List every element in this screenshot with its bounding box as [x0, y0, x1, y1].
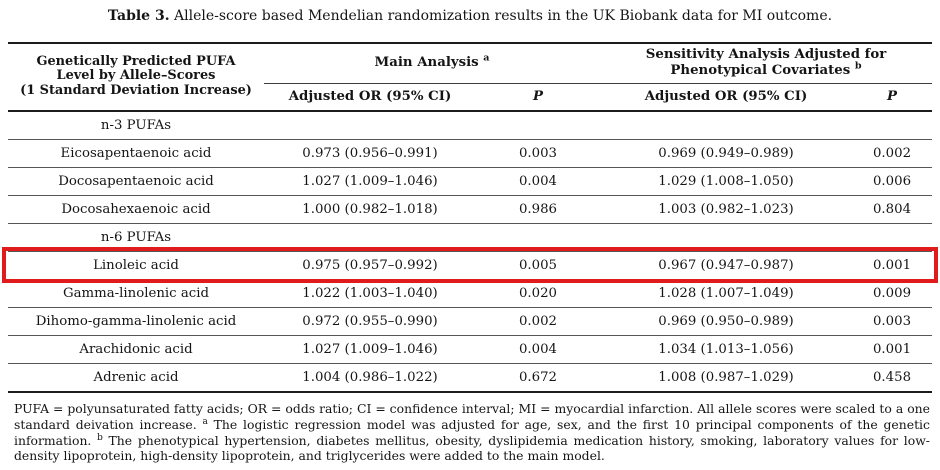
- table-caption-label: Table 3.: [107, 8, 170, 24]
- table-row: Eicosapentaenoic acid 0.973 (0.956–0.991…: [8, 139, 933, 167]
- column-group-sensitivity-analysis-label: Sensitivity Analysis Adjusted for Phenot…: [645, 47, 887, 79]
- cell-sens-or: 1.034 (1.013–1.056): [658, 341, 794, 357]
- cell-sens-or: 1.028 (1.007–1.049): [658, 285, 794, 301]
- footnote-marker-b: b: [854, 60, 862, 72]
- cell-main-p: 0.003: [518, 145, 558, 161]
- cell-main-or: 1.004 (0.986–1.022): [302, 369, 438, 385]
- cell-main-p: 0.004: [518, 341, 558, 357]
- row-label: Adrenic acid: [93, 369, 179, 385]
- cell-main-p: 0.005: [518, 257, 558, 273]
- table-row: Docosapentaenoic acid 1.027 (1.009–1.046…: [8, 167, 933, 195]
- column-header-main-p: P: [476, 83, 600, 112]
- empty-cell: [476, 111, 600, 140]
- footnote-note-b: The phenotypical hypertension, diabetes …: [14, 432, 930, 464]
- empty-cell: [264, 111, 476, 140]
- column-group-main-analysis-label: Main Analysis: [374, 55, 479, 71]
- row-label: Gamma-linolenic acid: [62, 285, 209, 301]
- footnote-note-a: The logistic regression model was adjust…: [14, 416, 930, 448]
- cell-sens-p: 0.001: [872, 341, 912, 357]
- column-header-exposure: Genetically Predicted PUFA Level by Alle…: [8, 43, 264, 112]
- table-row: Docosahexaenoic acid 1.000 (0.982–1.018)…: [8, 195, 933, 223]
- row-label: Docosahexaenoic acid: [61, 201, 211, 217]
- empty-cell: [600, 111, 852, 140]
- cell-main-p: 0.672: [518, 369, 558, 385]
- cell-sens-p: 0.002: [872, 145, 912, 161]
- row-label: Arachidonic acid: [79, 341, 193, 357]
- footnote-abbreviations: PUFA = polyunsaturated fatty acids; OR =…: [14, 401, 930, 432]
- highlighted-row: Linoleic acid 0.975 (0.957–0.992) 0.005 …: [8, 251, 933, 279]
- footnote-marker-a: a: [483, 52, 490, 64]
- column-header-exposure-line2: Level by Allele–Scores: [56, 68, 216, 84]
- table-caption-text: Allele-score based Mendelian randomizati…: [174, 8, 833, 24]
- column-header-main-or-ci: Adjusted OR (95% CI): [264, 83, 476, 112]
- cell-sens-or: 0.969 (0.949–0.989): [658, 145, 794, 161]
- empty-cell: [852, 223, 932, 251]
- cell-main-or: 1.022 (1.003–1.040): [302, 285, 438, 301]
- row-label: Eicosapentaenoic acid: [60, 145, 212, 161]
- cell-main-or: 1.027 (1.009–1.046): [302, 173, 438, 189]
- section-label: n-6 PUFAs: [100, 229, 172, 245]
- row-label: Dihomo-gamma-linolenic acid: [35, 313, 237, 329]
- empty-cell: [476, 223, 600, 251]
- cell-main-or: 0.975 (0.957–0.992): [302, 257, 438, 273]
- cell-sens-p: 0.006: [872, 173, 912, 189]
- cell-sens-or: 1.029 (1.008–1.050): [658, 173, 794, 189]
- cell-main-p: 0.986: [518, 201, 558, 217]
- footnote-sup-a: a: [202, 416, 208, 427]
- header-group-row: Genetically Predicted PUFA Level by Alle…: [8, 43, 933, 112]
- cell-sens-p: 0.009: [872, 285, 912, 301]
- cell-main-p: 0.004: [518, 173, 558, 189]
- footnote-sup-b: b: [97, 432, 103, 443]
- section-label: n-3 PUFAs: [100, 117, 172, 133]
- table-row: Arachidonic acid 1.027 (1.009–1.046) 0.0…: [8, 335, 933, 363]
- header-sub-row: Adjusted OR (95% CI) P Adjusted OR (95% …: [8, 83, 933, 112]
- empty-cell: [600, 223, 852, 251]
- table-row: Gamma-linolenic acid 1.022 (1.003–1.040)…: [8, 279, 933, 307]
- empty-cell: [264, 223, 476, 251]
- column-header-exposure-line1: Genetically Predicted PUFA: [36, 53, 236, 69]
- cell-sens-p: 0.458: [872, 369, 912, 385]
- cell-sens-or: 0.967 (0.947–0.987): [658, 257, 794, 273]
- column-group-main-analysis: Main Analysis a: [264, 43, 600, 84]
- table-row: Adrenic acid 1.004 (0.986–1.022) 0.672 1…: [8, 363, 932, 392]
- cell-main-p: 0.002: [518, 313, 558, 329]
- column-header-sens-or-ci: Adjusted OR (95% CI): [600, 83, 852, 112]
- cell-sens-p: 0.001: [872, 257, 912, 273]
- section-row-n6-pufas: n-6 PUFAs: [8, 223, 933, 251]
- empty-cell: [852, 111, 932, 140]
- table-row: Dihomo-gamma-linolenic acid 0.972 (0.955…: [8, 307, 933, 335]
- cell-main-p: 0.020: [518, 285, 558, 301]
- table-caption: Table 3. Allele-score based Mendelian ra…: [0, 7, 940, 25]
- section-row-n3-pufas: n-3 PUFAs: [8, 111, 933, 140]
- cell-sens-or: 0.969 (0.950–0.989): [658, 313, 794, 329]
- cell-main-or: 0.973 (0.956–0.991): [302, 145, 438, 161]
- column-header-sens-p: P: [852, 83, 933, 112]
- cell-main-or: 1.027 (1.009–1.046): [302, 341, 438, 357]
- cell-sens-or: 1.008 (0.987–1.029): [658, 369, 794, 385]
- row-label: Linoleic acid: [93, 257, 179, 273]
- column-header-exposure-line3: (1 Standard Deviation Increase): [20, 83, 252, 99]
- data-table: Genetically Predicted PUFA Level by Alle…: [8, 42, 933, 393]
- column-group-sensitivity-analysis: Sensitivity Analysis Adjusted for Phenot…: [600, 43, 933, 84]
- cell-main-or: 1.000 (0.982–1.018): [302, 201, 438, 217]
- cell-main-or: 0.972 (0.955–0.990): [302, 313, 438, 329]
- row-label: Docosapentaenoic acid: [58, 173, 214, 189]
- cell-sens-p: 0.804: [872, 201, 912, 217]
- cell-sens-or: 1.003 (0.982–1.023): [658, 201, 794, 217]
- footnote: PUFA = polyunsaturated fatty acids; OR =…: [14, 401, 930, 464]
- cell-sens-p: 0.003: [872, 313, 912, 329]
